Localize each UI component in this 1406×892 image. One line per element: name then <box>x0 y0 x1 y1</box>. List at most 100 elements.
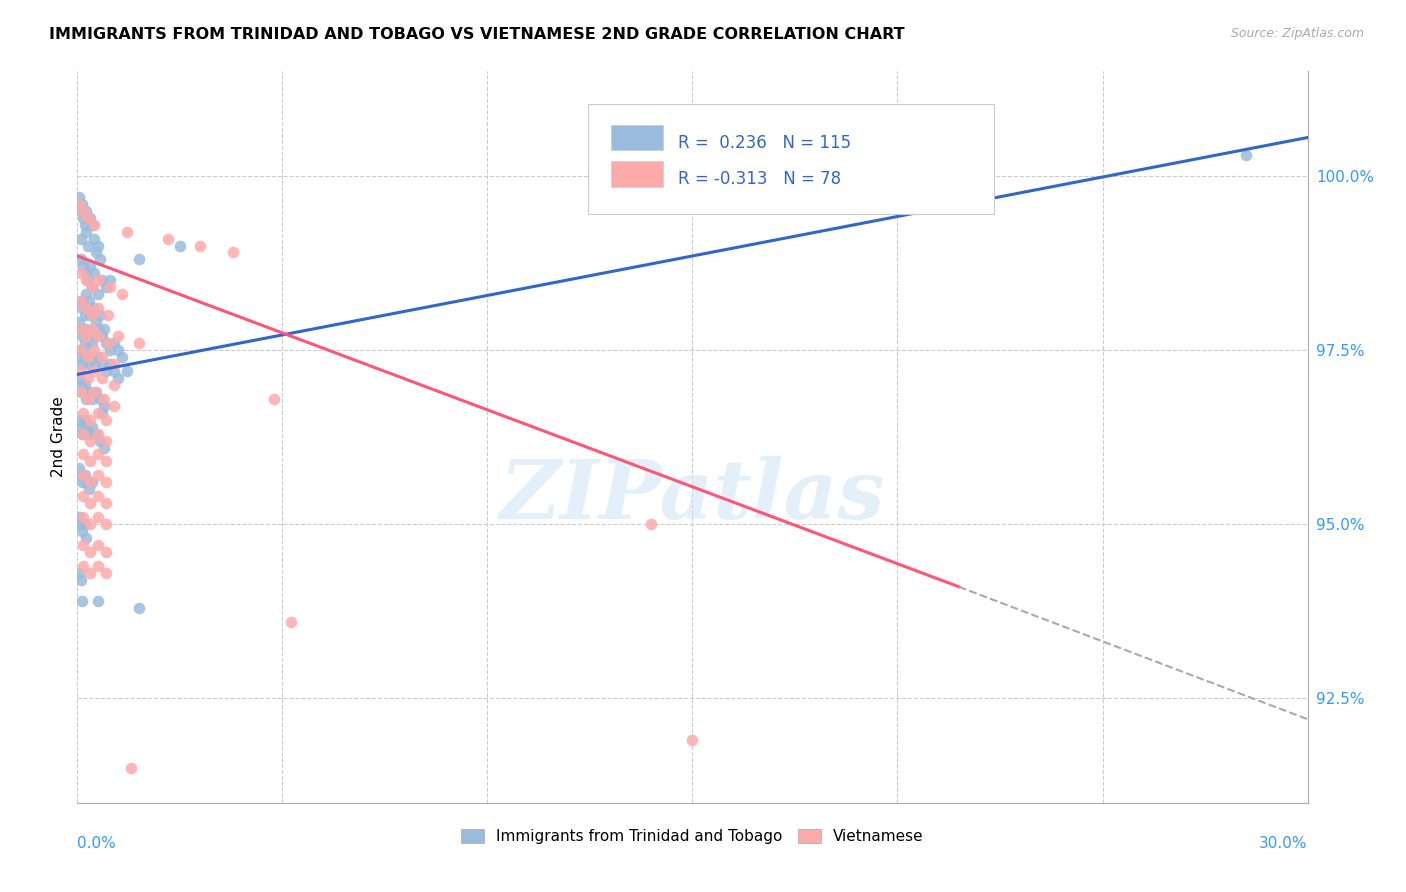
Point <box>280 615 302 629</box>
Point <box>77 357 100 371</box>
Point <box>70 384 93 399</box>
Point <box>77 384 100 399</box>
Point <box>75 273 97 287</box>
Point <box>128 252 150 267</box>
Text: ZIPatlas: ZIPatlas <box>499 456 886 535</box>
Point <box>70 322 93 336</box>
Point <box>67 315 90 329</box>
Point <box>87 406 110 420</box>
Point <box>75 287 97 301</box>
Point <box>77 426 100 441</box>
Text: 30.0%: 30.0% <box>1260 836 1308 851</box>
Point <box>72 260 94 274</box>
Point <box>128 336 150 351</box>
FancyBboxPatch shape <box>588 104 994 214</box>
Point <box>93 322 115 336</box>
Point <box>72 203 94 218</box>
Point <box>928 810 950 824</box>
Point <box>70 343 93 357</box>
Point <box>87 273 110 287</box>
Point <box>73 412 96 426</box>
Point <box>83 231 105 245</box>
Point <box>72 468 94 483</box>
Point <box>72 558 94 573</box>
FancyBboxPatch shape <box>612 161 664 187</box>
Point <box>70 475 93 490</box>
Point <box>80 322 103 336</box>
Point <box>76 273 98 287</box>
Point <box>83 364 105 378</box>
Point <box>1234 148 1257 162</box>
Point <box>72 426 94 441</box>
Point <box>94 545 117 559</box>
Point <box>72 211 94 225</box>
Point <box>73 517 96 532</box>
Point <box>94 496 117 510</box>
Point <box>103 364 125 378</box>
FancyBboxPatch shape <box>612 125 664 151</box>
Point <box>73 308 96 322</box>
Point <box>75 322 97 336</box>
Point <box>77 483 100 497</box>
Point <box>107 329 129 343</box>
Point <box>263 392 285 406</box>
Point <box>90 273 114 287</box>
Point <box>69 350 91 364</box>
Point <box>107 343 129 357</box>
Point <box>75 203 97 218</box>
Point <box>67 412 90 426</box>
Point <box>188 238 212 252</box>
Point <box>120 761 142 775</box>
Point <box>80 392 103 406</box>
Point <box>682 733 704 747</box>
Point <box>111 350 134 364</box>
Point <box>79 308 101 322</box>
Point <box>94 434 117 448</box>
Point <box>79 426 101 441</box>
Legend: Immigrants from Trinidad and Tobago, Vietnamese: Immigrants from Trinidad and Tobago, Vie… <box>456 822 929 850</box>
Point <box>115 225 138 239</box>
Point <box>67 190 90 204</box>
Point <box>87 238 110 252</box>
Point <box>70 594 93 608</box>
Point <box>70 524 93 538</box>
Point <box>73 343 96 357</box>
Point <box>79 454 101 468</box>
Point <box>89 392 111 406</box>
Point <box>70 426 93 441</box>
Point <box>90 371 114 385</box>
Point <box>89 308 111 322</box>
Text: R = -0.313   N = 78: R = -0.313 N = 78 <box>678 170 841 188</box>
Point <box>90 406 114 420</box>
Point <box>98 357 121 371</box>
Point <box>79 475 101 490</box>
Point <box>75 350 97 364</box>
Point <box>87 468 110 483</box>
Point <box>111 287 134 301</box>
Point <box>79 566 101 580</box>
Point <box>73 336 96 351</box>
Point <box>94 364 117 378</box>
Point <box>70 266 93 280</box>
Point <box>93 399 115 413</box>
Point <box>67 371 90 385</box>
Point <box>69 517 91 532</box>
Point <box>67 461 90 475</box>
Text: R =  0.236   N = 115: R = 0.236 N = 115 <box>678 134 851 152</box>
Point <box>70 252 93 267</box>
Point <box>72 448 94 462</box>
Point <box>90 357 114 371</box>
Point <box>93 441 115 455</box>
Point <box>94 336 117 351</box>
Point <box>72 406 94 420</box>
Point <box>75 225 97 239</box>
Point <box>80 218 103 232</box>
Point <box>97 308 120 322</box>
Point <box>128 600 150 615</box>
Point <box>87 426 110 441</box>
Point <box>83 218 105 232</box>
Point <box>72 510 94 524</box>
Point <box>80 308 103 322</box>
Point <box>70 301 93 316</box>
Point <box>87 301 110 316</box>
